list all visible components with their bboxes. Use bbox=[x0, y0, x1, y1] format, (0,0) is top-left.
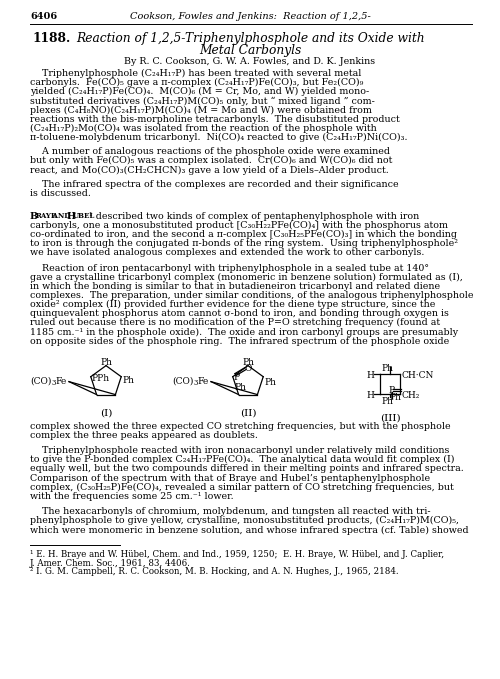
Text: gave a crystalline tricarbonyl complex (monomeric in benzene solution) formulate: gave a crystalline tricarbonyl complex (… bbox=[30, 273, 463, 282]
Text: (III): (III) bbox=[380, 414, 400, 422]
Text: Reaction of 1,2,5-Triphenylphosphole and its Oxide with: Reaction of 1,2,5-Triphenylphosphole and… bbox=[76, 32, 424, 45]
Text: 1188.: 1188. bbox=[32, 32, 70, 45]
Text: A number of analogous reactions of the phosphole oxide were examined: A number of analogous reactions of the p… bbox=[30, 147, 390, 156]
Text: (I): (I) bbox=[100, 409, 112, 418]
Text: The infrared spectra of the complexes are recorded and their significance: The infrared spectra of the complexes ar… bbox=[30, 180, 399, 189]
Text: complex the three peaks appeared as doublets.: complex the three peaks appeared as doub… bbox=[30, 430, 258, 440]
Text: Ph: Ph bbox=[122, 375, 134, 385]
Text: substituted derivatives (C₂₄H₁₇P)M(CO)₅ only, but “ mixed ligand ” com-: substituted derivatives (C₂₄H₁₇P)M(CO)₅ … bbox=[30, 96, 375, 106]
Text: ¹ E. H. Braye and W. Hübel, Chem. and Ind., 1959, 1250;  E. H. Braye, W. Hübel, : ¹ E. H. Braye and W. Hübel, Chem. and In… bbox=[30, 550, 444, 559]
Text: Ph: Ph bbox=[381, 397, 393, 405]
Text: 1185 cm.⁻¹ in the phosphole oxide).  The oxide and iron carbonyl groups are pres: 1185 cm.⁻¹ in the phosphole oxide). The … bbox=[30, 327, 458, 337]
Text: Ph: Ph bbox=[389, 392, 401, 402]
Text: (C₂₄H₁₇P)₂Mo(CO)₄ was isolated from the reaction of the phosphole with: (C₂₄H₁₇P)₂Mo(CO)₄ was isolated from the … bbox=[30, 124, 377, 132]
Text: equally well, but the two compounds differed in their melting points and infrare: equally well, but the two compounds diff… bbox=[30, 464, 464, 473]
Text: (CO): (CO) bbox=[30, 377, 52, 386]
Text: 3: 3 bbox=[193, 379, 198, 387]
Text: CH·CN: CH·CN bbox=[402, 371, 434, 380]
Text: but only with Fe(CO)₅ was a complex isolated.  Cr(CO)₆ and W(CO)₆ did not: but only with Fe(CO)₅ was a complex isol… bbox=[30, 156, 393, 166]
Text: Fe: Fe bbox=[197, 377, 208, 386]
Text: UBEL: UBEL bbox=[72, 213, 95, 221]
Text: Ph: Ph bbox=[264, 378, 276, 387]
Text: Cookson, Fowles and Jenkins:  Reaction of 1,2,5-: Cookson, Fowles and Jenkins: Reaction of… bbox=[130, 12, 370, 21]
Text: in which the bonding is similar to that in butadieneiron tricarbonyl and related: in which the bonding is similar to that … bbox=[30, 282, 440, 291]
Text: react, and Mo(CO)₃(CH₂CHCN)₃ gave a low yield of a Diels–Alder product.: react, and Mo(CO)₃(CH₂CHCN)₃ gave a low … bbox=[30, 166, 389, 175]
Text: RAYE: RAYE bbox=[36, 213, 57, 221]
Text: PPh: PPh bbox=[92, 373, 110, 383]
Text: quinquevalent phosphorus atom cannot σ-bond to iron, and bonding through oxygen : quinquevalent phosphorus atom cannot σ-b… bbox=[30, 309, 449, 318]
Text: J. Amer. Chem. Soc., 1961, 83, 4406.: J. Amer. Chem. Soc., 1961, 83, 4406. bbox=[30, 559, 191, 568]
Text: Ph: Ph bbox=[100, 358, 112, 367]
Text: complex, (C₃₀H₂₅P)Fe(CO)₄, revealed a similar pattern of CO stretching frequenci: complex, (C₃₀H₂₅P)Fe(CO)₄, revealed a si… bbox=[30, 483, 454, 492]
Text: P: P bbox=[388, 386, 394, 394]
Text: ² I. G. M. Campbell, R. C. Cookson, M. B. Hocking, and A. N. Hughes, J., 1965, 2: ² I. G. M. Campbell, R. C. Cookson, M. B… bbox=[30, 567, 399, 576]
Text: which were monomeric in benzene solution, and whose infrared spectra (cf. Table): which were monomeric in benzene solution… bbox=[30, 526, 468, 534]
Text: Fe: Fe bbox=[55, 377, 66, 386]
Text: Ph: Ph bbox=[242, 358, 254, 367]
Text: complex showed the three expected CO stretching frequencies, but with the phosph: complex showed the three expected CO str… bbox=[30, 422, 450, 430]
Text: AND: AND bbox=[50, 213, 73, 221]
Text: oxide² complex (II) provided further evidence for the diene type structure, sinc: oxide² complex (II) provided further evi… bbox=[30, 300, 436, 309]
Text: 3: 3 bbox=[51, 379, 56, 387]
Text: to give the P-bonded complex C₂₄H₁₇PFe(CO)₄.  The analytical data would fit comp: to give the P-bonded complex C₂₄H₁₇PFe(C… bbox=[30, 456, 454, 464]
Text: carbonyls, one a monosubstituted product [C₃₀H₂₂PFe(CO)₄] with the phosphorus at: carbonyls, one a monosubstituted product… bbox=[30, 221, 448, 230]
Text: Triphenylphosphole (C₂₄H₁₇P) has been treated with several metal: Triphenylphosphole (C₂₄H₁₇P) has been tr… bbox=[30, 69, 362, 78]
Text: The hexacarbonyls of chromium, molybdenum, and tungsten all reacted with tri-: The hexacarbonyls of chromium, molybdenu… bbox=[30, 507, 430, 516]
Text: H: H bbox=[67, 212, 76, 221]
Text: ruled out because there is no modification of the P=O stretching frequency (foun: ruled out because there is no modificati… bbox=[30, 318, 440, 327]
Text: is discussed.: is discussed. bbox=[30, 189, 91, 198]
Text: Metal Carbonyls: Metal Carbonyls bbox=[199, 44, 301, 57]
Text: B: B bbox=[30, 212, 38, 221]
Text: co-ordinated to iron, and the second a π-complex [C₃₀H₂₅PFe(CO)₃] in which the b: co-ordinated to iron, and the second a π… bbox=[30, 230, 457, 239]
Text: π-toluene-molybdenum tricarbonyl.  Ni(CO)₄ reacted to give (C₂₄H₁₇P)Ni(CO)₃.: π-toluene-molybdenum tricarbonyl. Ni(CO)… bbox=[30, 132, 407, 142]
Text: reactions with the bis-morpholine tetracarbonyls.  The disubstituted product: reactions with the bis-morpholine tetrac… bbox=[30, 115, 400, 124]
Text: yielded (C₂₄H₁₇P)Fe(CO)₄.  M(CO)₆ (M = Cr, Mo, and W) yielded mono-: yielded (C₂₄H₁₇P)Fe(CO)₄. M(CO)₆ (M = Cr… bbox=[30, 87, 369, 96]
Text: Reaction of iron pentacarbonyl with triphenylphosphole in a sealed tube at 140°: Reaction of iron pentacarbonyl with trip… bbox=[30, 263, 429, 273]
Text: ¹ described two kinds of complex of pentaphenylphosphole with iron: ¹ described two kinds of complex of pent… bbox=[89, 212, 419, 221]
Text: CH₂: CH₂ bbox=[402, 390, 420, 400]
Text: By R. C. Cookson, G. W. A. Fowles, and D. K. Jenkins: By R. C. Cookson, G. W. A. Fowles, and D… bbox=[124, 57, 376, 66]
Text: with the frequencies some 25 cm.⁻¹ lower.: with the frequencies some 25 cm.⁻¹ lower… bbox=[30, 492, 234, 500]
Text: carbonyls.  Fe(CO)₅ gave a π-complex (C₂₄H₁₇P)Fe(CO)₃, but Fe₂(CO)₉: carbonyls. Fe(CO)₅ gave a π-complex (C₂₄… bbox=[30, 78, 364, 87]
Text: Comparison of the spectrum with that of Braye and Hubel’s pentaphenylphosphole: Comparison of the spectrum with that of … bbox=[30, 473, 430, 483]
Text: Ph: Ph bbox=[235, 383, 247, 392]
Text: on opposite sides of the phosphole ring.  The infrared spectrum of the phosphole: on opposite sides of the phosphole ring.… bbox=[30, 337, 449, 346]
Text: H: H bbox=[366, 390, 374, 400]
Text: P: P bbox=[234, 373, 240, 382]
Text: complexes.  The preparation, under similar conditions, of the analogous tripheny: complexes. The preparation, under simila… bbox=[30, 291, 474, 300]
Text: (II): (II) bbox=[240, 409, 256, 418]
Text: we have isolated analogous complexes and extended the work to other carbonyls.: we have isolated analogous complexes and… bbox=[30, 249, 424, 257]
Text: phenylphosphole to give yellow, crystalline, monosubstituted products, (C₂₄H₁₇P): phenylphosphole to give yellow, crystall… bbox=[30, 516, 459, 526]
Text: O: O bbox=[245, 364, 252, 373]
Text: plexes (C₄H₈NO)(C₂₄H₁₇P)M(CO)₄ (M = Mo and W) were obtained from: plexes (C₄H₈NO)(C₂₄H₁₇P)M(CO)₄ (M = Mo a… bbox=[30, 105, 372, 115]
Text: H: H bbox=[366, 371, 374, 380]
Text: Triphenylphosphole reacted with iron nonacarbonyl under relatively mild conditio: Triphenylphosphole reacted with iron non… bbox=[30, 446, 450, 455]
Text: 6406: 6406 bbox=[30, 12, 57, 21]
Text: (CO): (CO) bbox=[172, 377, 194, 386]
Text: to iron is through the conjugated π-bonds of the ring system.  Using triphenylph: to iron is through the conjugated π-bond… bbox=[30, 239, 458, 248]
Text: Ph: Ph bbox=[381, 364, 393, 373]
